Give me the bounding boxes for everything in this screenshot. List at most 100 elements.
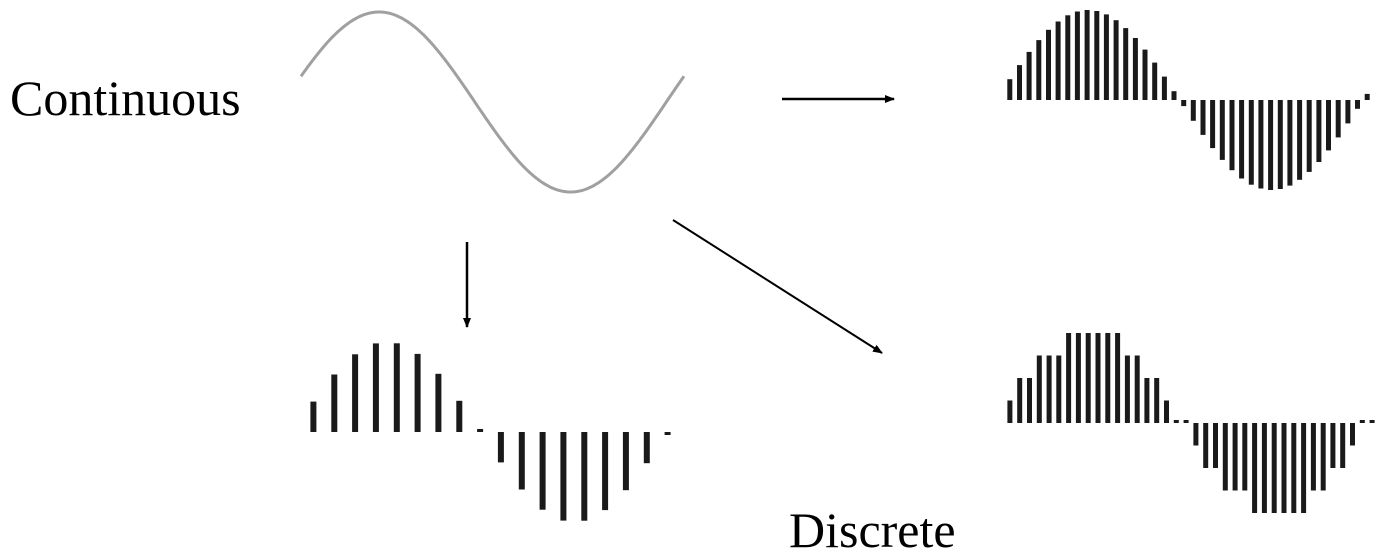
sample-bar	[1326, 100, 1331, 151]
sample-bar	[664, 432, 671, 435]
sample-bar	[1173, 420, 1179, 423]
sample-bar	[1369, 420, 1375, 423]
sample-bar	[1222, 423, 1228, 491]
sample-bar	[1291, 423, 1297, 513]
sample-bar	[1350, 423, 1355, 446]
sample-bar	[435, 373, 442, 432]
discrete-label: Discrete	[789, 502, 956, 558]
sample-bar	[1132, 38, 1138, 100]
continuous-label: Continuous	[10, 70, 241, 126]
sample-bar	[1065, 15, 1071, 100]
sample-bar	[1239, 100, 1245, 179]
sample-bar	[1190, 100, 1196, 121]
sample-bar	[1229, 100, 1235, 171]
continuous-sine-wave	[299, 10, 686, 194]
sample-bar	[602, 432, 609, 511]
sample-bar	[352, 354, 359, 432]
sample-bar	[1316, 100, 1322, 162]
sample-bar	[1134, 355, 1140, 423]
sample-bar	[1306, 100, 1312, 172]
sampled-quantized-signal	[1007, 333, 1375, 513]
sample-bar	[1085, 333, 1091, 423]
sample-bar	[1340, 423, 1346, 468]
sample-bar	[1046, 29, 1051, 100]
sample-bar	[1193, 423, 1199, 446]
sample-bar	[1095, 333, 1101, 423]
sample-bar	[310, 401, 317, 432]
sample-bar	[1027, 378, 1032, 423]
sample-bar	[1268, 100, 1274, 190]
sample-bar	[1355, 100, 1360, 109]
sample-bar	[1113, 20, 1119, 101]
sample-bar	[1055, 21, 1061, 100]
sample-bar	[1183, 420, 1189, 423]
sample-bar	[1046, 355, 1052, 423]
sample-bar	[1036, 40, 1042, 100]
sample-bar	[1026, 51, 1032, 100]
sample-bar	[1335, 100, 1341, 138]
sample-bar	[1115, 333, 1121, 423]
sample-bar	[456, 400, 463, 432]
sample-bar	[497, 432, 504, 463]
sample-bar	[414, 353, 421, 432]
sample-bar	[1164, 400, 1169, 423]
sample-bar	[1084, 10, 1090, 100]
sample-bar	[1271, 423, 1277, 513]
sample-bar	[1074, 11, 1080, 100]
sample-bar	[1345, 100, 1351, 124]
sample-bar	[1066, 333, 1072, 423]
sample-bar	[1056, 355, 1062, 423]
sample-bar	[1287, 100, 1293, 186]
sample-bar	[1248, 100, 1254, 185]
sample-bar	[1210, 100, 1216, 149]
sample-bar	[1261, 423, 1267, 513]
sampled-signal-fine	[1007, 10, 1370, 190]
sample-bar	[622, 432, 629, 491]
sample-bar	[331, 374, 338, 432]
sample-bar	[1310, 423, 1316, 491]
sample-bar	[1219, 100, 1225, 160]
sample-bar	[1152, 62, 1158, 100]
sample-bar	[560, 432, 567, 521]
sample-bar	[1281, 423, 1287, 513]
sampled-signal-coarse	[310, 343, 671, 521]
sample-bar	[1017, 378, 1023, 423]
sample-bar	[1203, 423, 1209, 468]
sample-bar	[1171, 91, 1177, 100]
sample-bar	[477, 429, 484, 432]
sample-bar	[393, 343, 400, 432]
sample-bar	[1232, 423, 1238, 491]
sample-bar	[1301, 423, 1307, 513]
sample-bar	[1142, 49, 1148, 100]
sample-bar	[1200, 100, 1206, 135]
sample-bar	[1320, 423, 1326, 491]
sample-bar	[1359, 420, 1365, 423]
sample-bar	[1007, 79, 1013, 100]
sample-bar	[1094, 11, 1100, 100]
sample-bar	[1277, 100, 1283, 189]
sample-bar	[1007, 400, 1013, 423]
sample-bar	[1364, 93, 1370, 100]
sample-bar	[1252, 423, 1258, 513]
sample-bar	[539, 432, 546, 510]
sample-bar	[1258, 100, 1264, 189]
sample-bar	[1297, 100, 1303, 180]
sample-bar	[1075, 333, 1081, 423]
sample-bar	[1213, 423, 1218, 468]
sample-bar	[518, 432, 525, 490]
sample-bar	[1017, 65, 1022, 100]
sample-bar	[643, 432, 650, 464]
sample-bar	[1154, 378, 1160, 423]
sample-bar	[1181, 100, 1187, 107]
sample-bar	[1103, 14, 1109, 100]
sample-bar	[1036, 355, 1042, 423]
sample-bar	[372, 343, 379, 432]
sample-bar	[1242, 423, 1248, 491]
sample-bar	[1124, 355, 1130, 423]
arrow-diagonal	[672, 219, 883, 354]
sample-bar	[1105, 333, 1111, 423]
sample-bar	[1123, 28, 1129, 101]
sample-bar	[581, 432, 588, 521]
sample-bar	[1161, 76, 1167, 100]
